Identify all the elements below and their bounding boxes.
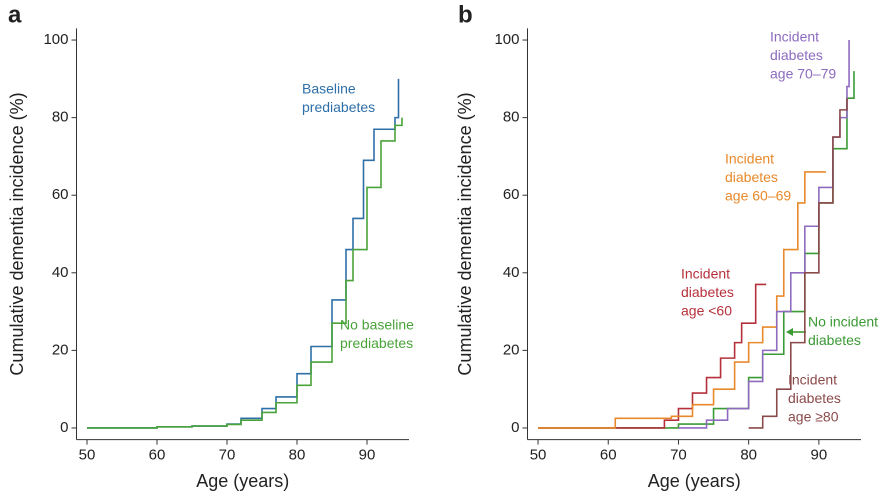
x-tick-label: 60: [600, 447, 617, 464]
series-annotation: Baseline: [302, 81, 356, 97]
x-tick-label: 70: [219, 447, 236, 464]
x-tick-label: 50: [530, 447, 547, 464]
x-tick-label: 60: [149, 447, 166, 464]
series-annotation: age 70–79: [770, 66, 836, 82]
step-line: [748, 98, 848, 429]
x-tick-label: 90: [811, 447, 828, 464]
x-tick-label: 70: [670, 447, 687, 464]
series-annotation: prediabetes: [302, 99, 375, 115]
arrow-head: [786, 328, 793, 336]
y-tick-label: 0: [60, 419, 68, 436]
series-annotation: Incident: [725, 151, 774, 167]
y-tick-label: 100: [43, 31, 68, 48]
x-axis-label: Age (years): [196, 471, 289, 491]
series-annotation: diabetes: [725, 169, 778, 185]
panel-letter: b: [458, 1, 473, 28]
y-tick-label: 40: [52, 264, 69, 281]
series-annotation: diabetes: [681, 284, 734, 300]
series-annotation: No incident: [808, 314, 878, 330]
step-line: [87, 78, 400, 429]
series-annotation: Incident: [788, 372, 837, 388]
series-annotation: age ≥80: [788, 409, 839, 425]
y-axis-label: Cumulative dementia incidence (%): [7, 92, 27, 375]
y-tick-label: 100: [494, 31, 519, 48]
x-tick-label: 80: [289, 447, 306, 464]
y-tick-label: 20: [52, 341, 69, 358]
x-tick-label: 80: [740, 447, 757, 464]
y-tick-label: 80: [52, 109, 69, 126]
y-tick-label: 80: [503, 109, 520, 126]
step-line: [538, 71, 855, 429]
series-annotation: diabetes: [770, 47, 823, 63]
step-line: [678, 40, 850, 429]
series-annotation: prediabetes: [340, 335, 413, 351]
series-annotation: diabetes: [808, 332, 861, 348]
panel-letter: a: [8, 1, 22, 28]
step-line: [538, 171, 826, 429]
y-tick-label: 60: [52, 186, 69, 203]
series-annotation: Incident: [770, 29, 819, 45]
series-annotation: diabetes: [788, 390, 841, 406]
y-tick-label: 40: [503, 264, 520, 281]
series-annotation: age 60–69: [725, 188, 791, 204]
step-line: [538, 283, 767, 429]
series-annotation: age <60: [681, 303, 732, 319]
series-annotation: No baseline: [340, 317, 414, 333]
series-annotation: Incident: [681, 266, 730, 282]
y-tick-label: 60: [503, 186, 520, 203]
y-axis-label: Cumulative dementia incidence (%): [455, 92, 475, 375]
step-line: [87, 117, 403, 429]
x-tick-label: 90: [359, 447, 376, 464]
x-axis-label: Age (years): [648, 471, 741, 491]
x-tick-label: 50: [79, 447, 96, 464]
y-tick-label: 0: [511, 419, 519, 436]
y-tick-label: 20: [503, 341, 520, 358]
